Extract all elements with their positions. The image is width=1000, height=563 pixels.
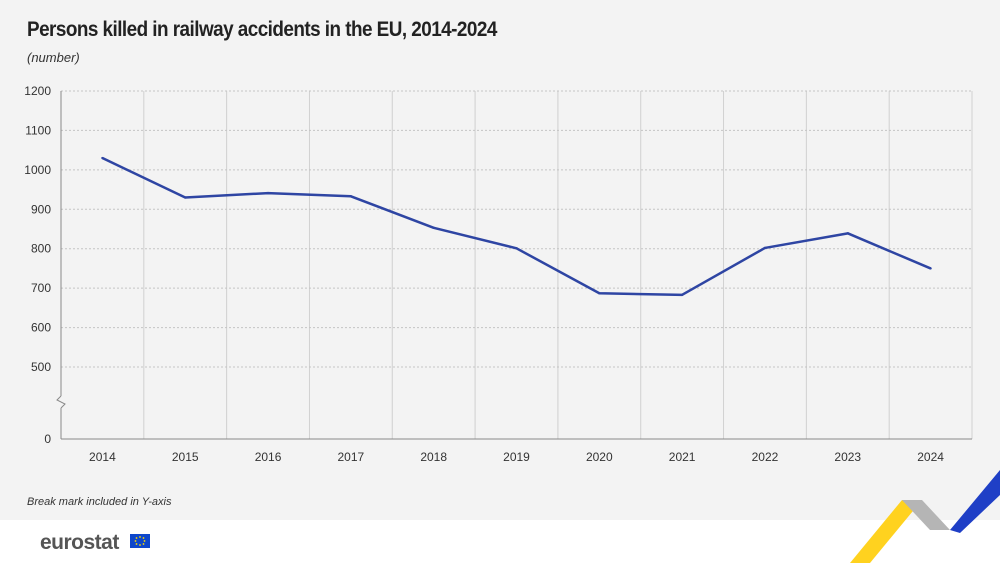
- y-tick-label: 1200: [24, 84, 51, 98]
- chart-panel: [0, 0, 1000, 520]
- y-tick-label: 600: [31, 321, 51, 335]
- decorative-swoosh-icon: [850, 470, 1000, 563]
- data-point-2016: [266, 191, 270, 195]
- x-tick-label: 2018: [420, 450, 447, 464]
- y-tick-label: 800: [31, 242, 51, 256]
- x-tick-label: 2023: [834, 450, 861, 464]
- data-point-2020: [598, 292, 601, 295]
- y-tick-label: 0: [44, 432, 51, 446]
- data-point-2017: [349, 195, 353, 198]
- data-point-2024: [929, 267, 932, 270]
- data-point-2021: [680, 293, 684, 297]
- x-tick-label: 2021: [669, 450, 696, 464]
- x-tick-label: 2016: [255, 450, 282, 464]
- x-tick-label: 2017: [338, 450, 365, 464]
- data-point-2022: [763, 246, 767, 250]
- data-point-2023: [846, 232, 849, 235]
- x-tick-label: 2014: [89, 450, 116, 464]
- eurostat-logo: eurostat: [40, 531, 119, 554]
- data-point-2019: [515, 247, 518, 250]
- chart-title: Persons killed in railway accidents in t…: [27, 18, 497, 41]
- y-tick-label: 1100: [25, 123, 51, 137]
- y-tick-label: 500: [31, 360, 51, 374]
- x-tick-label: 2020: [586, 450, 613, 464]
- eu-flag-icon: [130, 534, 150, 548]
- y-tick-label: 700: [31, 281, 51, 295]
- footnote: Break mark included in Y-axis: [27, 496, 172, 508]
- y-tick-label: 900: [31, 202, 51, 216]
- axis-break-icon: [56, 395, 66, 409]
- x-tick-label: 2019: [503, 450, 530, 464]
- x-tick-label: 2022: [752, 450, 779, 464]
- y-tick-label: 1000: [24, 163, 51, 177]
- x-tick-label: 2015: [172, 450, 199, 464]
- data-point-2014: [101, 156, 104, 160]
- x-tick-label: 2024: [917, 450, 944, 464]
- data-point-2015: [184, 196, 187, 199]
- chart-subtitle: (number): [27, 50, 80, 65]
- data-point-2018: [432, 226, 435, 230]
